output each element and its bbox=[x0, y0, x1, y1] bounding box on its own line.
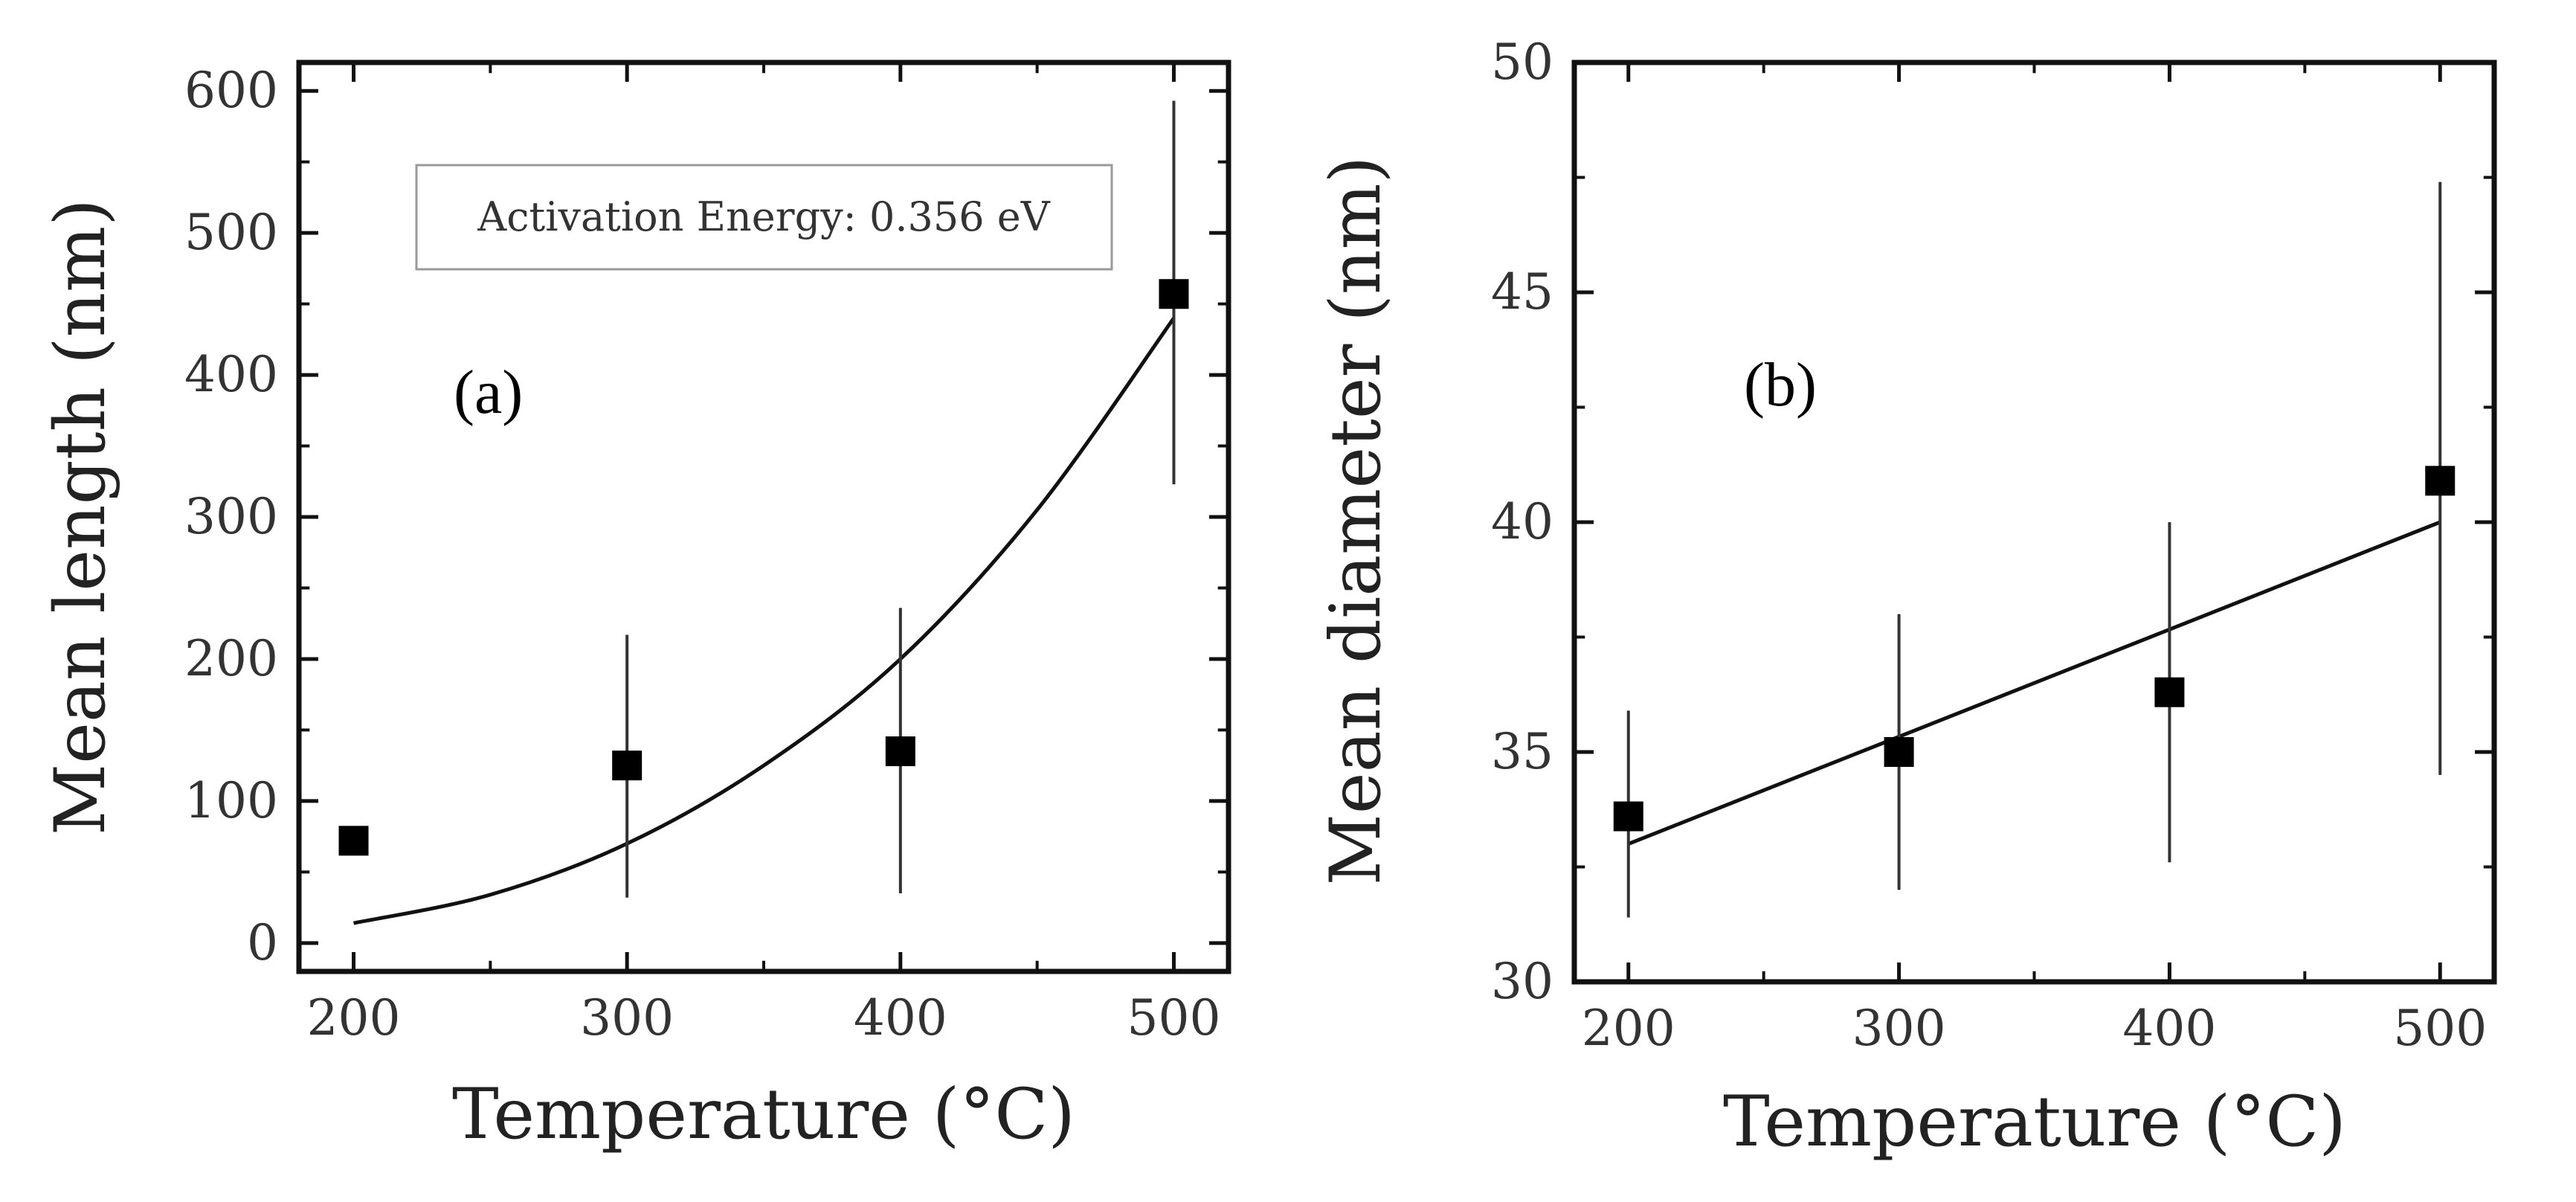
panel-label-b: (b) bbox=[1744, 350, 1817, 420]
data-markers bbox=[1613, 466, 2456, 832]
y-tick-label: 50 bbox=[1491, 33, 1553, 91]
data-point-marker bbox=[2154, 677, 2185, 707]
x-tick-label: 400 bbox=[2122, 1000, 2216, 1057]
y-tick-label: 30 bbox=[1491, 953, 1553, 1010]
y-tick-label: 40 bbox=[1491, 493, 1553, 550]
x-tick-label: 300 bbox=[1852, 1000, 1946, 1057]
fit-line bbox=[1627, 520, 2441, 846]
tick-marks bbox=[1574, 60, 2494, 984]
data-point-marker bbox=[1884, 737, 1914, 767]
tick-marks bbox=[299, 62, 1229, 971]
data-point-marker bbox=[1159, 279, 1189, 309]
y-tick-labels: 0 100 200 300 400 500 600 bbox=[184, 62, 278, 971]
x-tick-labels: 200 300 400 500 bbox=[307, 989, 1221, 1047]
x-tick-label: 400 bbox=[854, 989, 947, 1047]
x-tick-label: 500 bbox=[1127, 989, 1220, 1047]
error-bars bbox=[1626, 181, 2442, 918]
y-tick-label: 600 bbox=[184, 62, 278, 119]
y-axis-title: Mean diameter (nm) bbox=[1316, 156, 1397, 886]
y-tick-label: 400 bbox=[184, 346, 278, 403]
data-point-marker bbox=[338, 826, 369, 856]
fit-line bbox=[353, 317, 1176, 925]
x-axis-title: Temperature (°C) bbox=[452, 1074, 1075, 1155]
x-axis-title: Temperature (°C) bbox=[1723, 1082, 2346, 1163]
y-tick-labels: 30 35 40 45 50 bbox=[1491, 33, 1553, 1010]
data-point-marker bbox=[2425, 466, 2456, 496]
data-point-marker bbox=[612, 751, 643, 781]
y-tick-label: 500 bbox=[184, 204, 278, 261]
data-point-marker bbox=[1613, 801, 1643, 832]
activation-energy-box: Activation Energy: 0.356 eV bbox=[415, 164, 1113, 271]
x-tick-label: 500 bbox=[2393, 1000, 2487, 1057]
y-tick-label: 45 bbox=[1491, 263, 1553, 321]
axes-frame bbox=[1571, 60, 2497, 985]
fit-line-group bbox=[1627, 520, 2441, 846]
annotation-frame bbox=[415, 164, 1113, 271]
activation-energy-label: Activation Energy: 0.356 eV bbox=[477, 193, 1050, 240]
data-markers bbox=[338, 279, 1189, 856]
data-point-marker bbox=[885, 736, 915, 767]
y-tick-label: 300 bbox=[184, 488, 278, 545]
y-tick-label: 200 bbox=[184, 630, 278, 687]
panel-a-length-chart: 200 300 400 500 0 100 200 300 400 500 600 Activat… bbox=[40, 60, 1231, 1155]
fit-curve-group bbox=[353, 317, 1176, 925]
x-tick-labels: 200 300 400 500 bbox=[1582, 1000, 2487, 1057]
x-tick-label: 200 bbox=[307, 989, 401, 1047]
y-tick-label: 100 bbox=[184, 772, 278, 829]
x-tick-label: 200 bbox=[1582, 1000, 1675, 1057]
y-axis-title: Mean length (nm) bbox=[40, 199, 121, 835]
plot-frame bbox=[1571, 60, 2497, 985]
y-tick-label: 0 bbox=[247, 914, 278, 971]
x-tick-label: 300 bbox=[580, 989, 674, 1047]
panel-label-a: (a) bbox=[454, 358, 523, 427]
panel-b-diameter-chart: 200 300 400 500 30 35 40 45 50 (b) Temperature … bbox=[1316, 33, 2497, 1163]
y-tick-label: 35 bbox=[1491, 723, 1553, 780]
